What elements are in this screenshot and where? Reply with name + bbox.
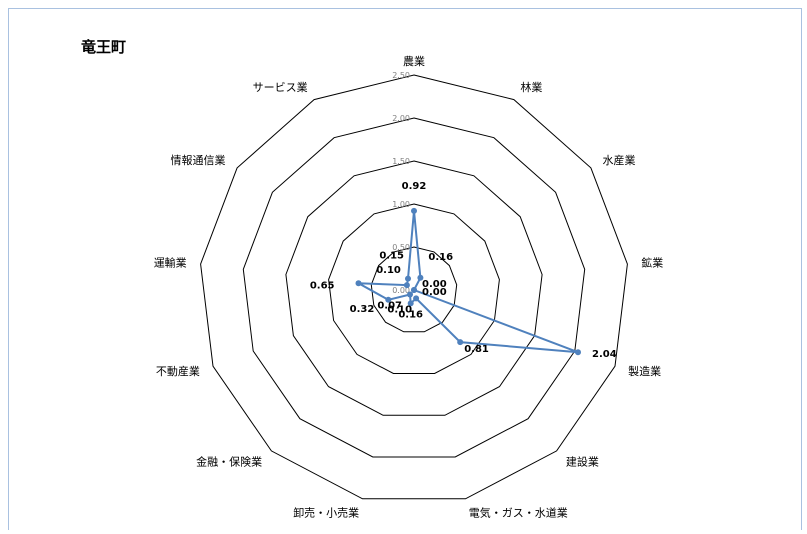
data-label: 0.32 [350,304,375,315]
grid-ring [285,160,543,416]
axis-tick-label: 1.50 [392,157,410,166]
data-label: 0.16 [428,252,453,263]
axis-tick-label: 2.50 [392,71,410,80]
axis-tick-label: 1.00 [392,200,410,209]
data-label: 0.10 [387,304,412,315]
axis-tick-label: 0.00 [392,286,410,295]
chart-title: 竜王町 [81,38,127,56]
category-label: 農業 [403,54,425,68]
category-label: サービス業 [253,81,308,94]
data-point [407,291,413,298]
data-point [411,287,417,293]
category-label: 運輸業 [154,255,187,269]
grid-ring [328,203,500,374]
category-label: 電気・ガス・水道業 [469,505,568,519]
grid-ring [370,246,458,333]
data-label: 0.16 [398,309,423,320]
data-point [405,275,411,282]
category-label: 情報通信業 [171,154,226,167]
data-label: 0.15 [379,251,404,262]
data-point [385,296,392,303]
data-label: 0.00 [422,279,447,290]
category-label: 水産業 [603,154,636,167]
chart-frame [8,8,802,530]
data-point [403,282,410,289]
category-label: 金融・保険業 [196,454,262,468]
grid-ring [200,74,628,500]
data-label: 0.00 [422,287,447,298]
data-point [575,349,581,356]
data-label: 0.07 [377,301,402,312]
series-line [358,210,579,354]
data-label: 0.10 [376,265,401,276]
category-label: 卸売・小売業 [293,505,359,519]
category-label: 不動産業 [156,364,200,378]
category-label: 鉱業 [641,255,663,269]
data-label: 0.65 [310,280,335,291]
data-label: 0.81 [464,344,489,355]
category-label: 林業 [520,80,542,94]
data-point [407,300,414,307]
data-point [413,295,420,302]
data-point [355,280,362,287]
axis-tick-label: 0.50 [392,243,410,252]
category-label: 建設業 [566,454,599,468]
data-label: 0.92 [402,181,427,192]
axis-tick-label: 2.00 [392,114,410,123]
category-label: 製造業 [628,364,661,378]
data-point [411,207,417,214]
data-point [457,339,464,346]
data-label: 2.04 [592,349,617,360]
data-point [417,274,424,281]
grid-ring [242,117,586,458]
